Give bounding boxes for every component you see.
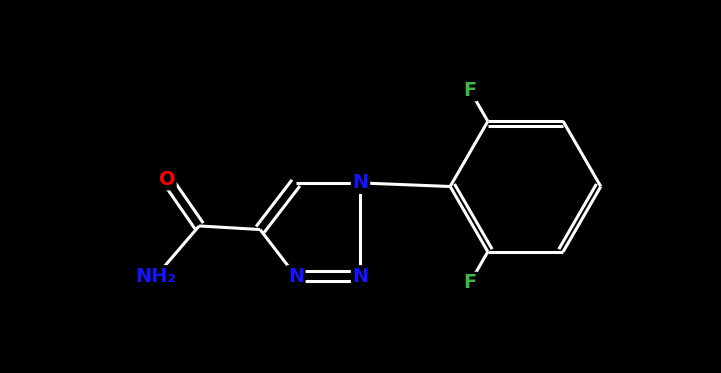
Text: F: F xyxy=(464,273,477,292)
Text: N: N xyxy=(288,267,304,286)
Text: NH₂: NH₂ xyxy=(136,267,177,286)
Text: O: O xyxy=(159,170,175,189)
Text: F: F xyxy=(464,81,477,100)
Text: N: N xyxy=(353,267,368,286)
Text: N: N xyxy=(353,173,368,192)
